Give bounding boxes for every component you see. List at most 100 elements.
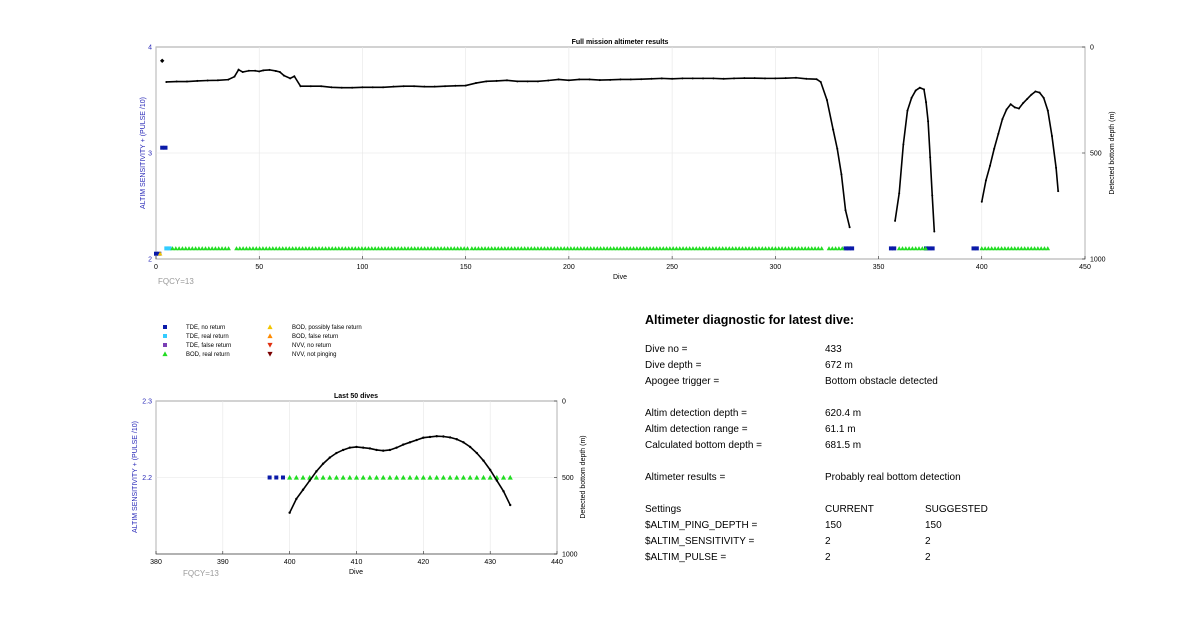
marker-triangle [830, 246, 835, 251]
marker-triangle [500, 474, 507, 480]
marker-triangle [654, 246, 659, 251]
marker-triangle [700, 246, 706, 251]
depth-point [402, 443, 405, 446]
marker-triangle [495, 246, 501, 251]
marker-triangle [260, 246, 266, 251]
marker-triangle [522, 246, 527, 251]
x-tick-label: 440 [551, 559, 563, 566]
x-tick-label: 400 [976, 264, 988, 271]
marker-triangle [532, 246, 537, 251]
marker-triangle [392, 246, 398, 251]
x-tick-label: 100 [357, 264, 369, 271]
marker-triangle [766, 246, 772, 251]
marker-triangle [697, 246, 702, 251]
marker-triangle [454, 474, 460, 480]
marker-triangle [196, 246, 202, 251]
marker-triangle [176, 246, 182, 251]
apogee-value: Bottom obstacle detected [825, 376, 938, 387]
marker-triangle [458, 246, 464, 251]
depth-point [348, 446, 352, 449]
marker-triangle [460, 474, 467, 480]
marker-triangle [193, 246, 198, 251]
x-tick-label: 200 [563, 264, 575, 271]
marker-triangle [489, 246, 494, 251]
marker-triangle [598, 246, 603, 251]
depth-point [509, 503, 512, 507]
marker-triangle [310, 246, 315, 251]
marker-triangle [442, 246, 447, 251]
marker-triangle [180, 246, 185, 251]
depth-point [355, 445, 358, 449]
x-tick-label: 430 [484, 559, 496, 566]
marker-triangle [677, 246, 683, 251]
depth-line [288, 435, 511, 514]
apogee-label: Apogee trigger = [645, 376, 720, 387]
marker-triangle [373, 474, 380, 480]
marker-triangle [400, 474, 406, 480]
x-tick-label: 300 [769, 264, 781, 271]
legend-label: BOD, false return [292, 334, 338, 340]
pulse-label: $ALTIM_PULSE = [645, 552, 727, 563]
marker-triangle [482, 246, 488, 251]
top-ticks: 0 50 100 150 200 250 300 350 400 450 2 3 4 0 500 1000 [148, 45, 1106, 272]
y-left-tick-label: 4 [148, 45, 152, 52]
marker-triangle [346, 246, 352, 251]
ping-depth-suggested: 150 [925, 520, 942, 531]
settings-header-row: Settings CURRENT SUGGESTED [645, 502, 1065, 518]
marker-triangle [637, 246, 643, 251]
marker-square [888, 246, 893, 251]
marker-triangle [472, 246, 478, 251]
marker-triangle [445, 246, 451, 251]
marker-triangle [213, 246, 218, 251]
marker-triangle [366, 246, 371, 251]
x-tick-label: 350 [873, 264, 885, 271]
marker-triangle [306, 246, 312, 251]
marker-triangle [783, 246, 788, 251]
marker-triangle [435, 246, 441, 251]
marker-triangle [303, 246, 309, 251]
outlier-point [159, 58, 165, 63]
legend-square-icon [163, 343, 167, 347]
marker-triangle [448, 246, 454, 251]
marker-square [974, 246, 979, 251]
marker-square [843, 246, 848, 251]
y-right-tick-label: 500 [1090, 151, 1102, 158]
depth-point [315, 470, 318, 473]
x-tick-label: 250 [666, 264, 678, 271]
marker-triangle [323, 246, 328, 251]
pulse-row: $ALTIM_PULSE = 2 2 [645, 550, 1065, 566]
marker-triangle [415, 246, 421, 251]
y-right-tick-label: 1000 [1090, 257, 1106, 264]
marker-triangle [608, 246, 613, 251]
marker-triangle [812, 246, 818, 251]
marker-triangle [594, 246, 600, 251]
marker-triangle [183, 246, 189, 251]
detection-depth-row: Altim detection depth = 620.4 m [645, 406, 1065, 422]
marker-triangle [769, 246, 775, 251]
marker-triangle [369, 246, 375, 251]
depth-line [894, 86, 936, 232]
marker-triangle [313, 474, 319, 480]
depth-point [495, 479, 499, 482]
marker-triangle [565, 246, 570, 251]
marker-triangle [618, 246, 623, 251]
marker-triangle [419, 246, 424, 251]
marker-triangle [730, 246, 735, 251]
marker-triangle [270, 246, 276, 251]
top-x-axis-label: Dive [613, 274, 627, 281]
marker-triangle [356, 246, 361, 251]
marker-triangle [601, 246, 607, 251]
marker-triangle [293, 246, 299, 251]
bottom-y-axis-label-right: Detected bottom depth (m) [580, 435, 587, 518]
top-chart-title: Full mission altimeter results [572, 39, 669, 46]
marker-triangle [684, 246, 689, 251]
marker-triangle [519, 246, 524, 251]
marker-triangle [1032, 246, 1037, 251]
marker-triangle [538, 246, 544, 251]
marker-triangle [290, 246, 295, 251]
dive-depth-value: 672 m [825, 360, 853, 371]
marker-triangle [244, 246, 249, 251]
depth-line [980, 90, 1059, 202]
detection-range-row: Altim detection range = 61.1 m [645, 422, 1065, 438]
marker-triangle [461, 246, 467, 251]
